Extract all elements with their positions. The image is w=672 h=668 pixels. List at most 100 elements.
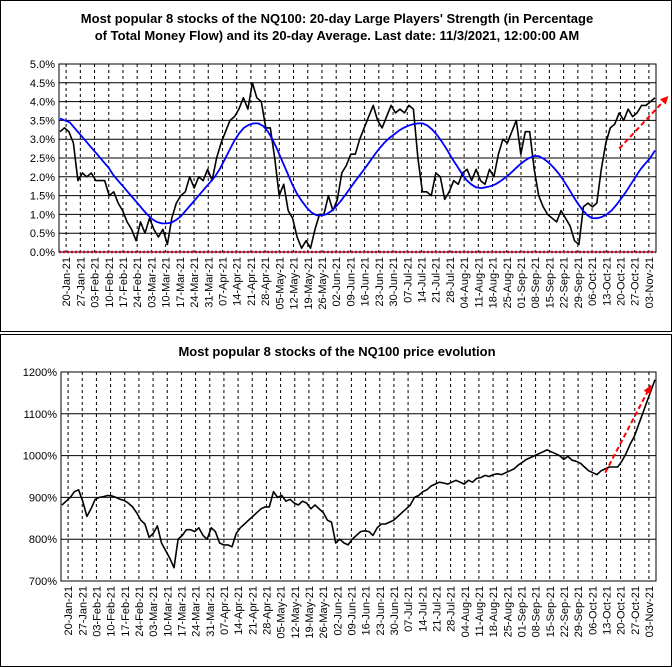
strength-x-tick-label: 09-Jun-21 (345, 257, 357, 307)
strength-x-tick-label: 07-Jul-21 (402, 257, 414, 303)
strength-x-tick-label: 07-Apr-21 (217, 257, 229, 306)
strength-y-tick-label: 4.0% (30, 97, 55, 109)
strength-x-tick-label: 15-Sep-21 (544, 257, 556, 308)
price-x-tick-label: 24-Feb-21 (134, 586, 146, 637)
price-x-tick-label: 11-Aug-21 (474, 586, 486, 637)
price-x-tick-label: 03-Feb-21 (91, 586, 103, 637)
strength-x-tick-label: 18-Aug-21 (488, 257, 500, 308)
strength-chart: 0.0% 0.5% 1.0% 1.5% 2.0% 2.5% 3.0% 3.5% 4.0% 4.5%… (30, 59, 670, 310)
price-x-tick-label: 26-May-21 (318, 586, 330, 639)
price-y-tick-label: 900% (29, 492, 57, 504)
strength-x-tick-label: 12-May-21 (289, 257, 301, 310)
strength-x-tick-label: 20-Jan-21 (61, 257, 73, 307)
price-x-tick-label: 27-Jan-21 (77, 586, 89, 636)
price-x-tick-label: 20-Jan-21 (63, 586, 75, 636)
strength-x-tick-label: 06-Oct-21 (587, 257, 599, 306)
price-x-tick-label: 17-Mar-21 (176, 586, 188, 637)
price-x-tick-label: 01-Sep-21 (516, 586, 528, 637)
price-x-tick-label: 18-Aug-21 (488, 586, 500, 637)
strength-chart-panel: Most popular 8 stocks of the NQ100: 20-d… (0, 0, 672, 332)
strength-x-tick-label: 20-Oct-21 (615, 257, 627, 306)
strength-x-tick-label: 03-Feb-21 (90, 257, 102, 308)
strength-x-tick-label: 23-Jun-21 (374, 257, 386, 307)
price-x-tick-label: 04-Aug-21 (460, 586, 472, 637)
strength-y-tick-label: 1.5% (30, 191, 55, 203)
price-chart: 700% 800% 900% 1000% 1100% 1200% 20-Jan-21 27-J… (23, 367, 657, 639)
strength-chart-title-line2: of Total Money Flow) and its 20-day Aver… (94, 28, 580, 43)
price-x-tick-label: 03-Nov-21 (644, 586, 656, 637)
price-x-tick-label: 07-Jul-21 (403, 586, 415, 632)
strength-x-tick-label: 27-Jan-21 (75, 257, 87, 307)
strength-trend-arrowhead (660, 96, 669, 105)
price-x-tick-label: 22-Sep-21 (559, 586, 571, 637)
price-y-tick-label: 1100% (24, 409, 58, 421)
strength-x-tick-label: 14-Jul-21 (416, 257, 428, 303)
strength-y-tick-label: 2.5% (30, 153, 55, 165)
strength-x-tick-label: 27-Oct-21 (630, 257, 642, 306)
price-x-tick-label: 05-May-21 (276, 586, 288, 639)
price-x-tick-label: 09-Jun-21 (346, 586, 358, 636)
price-x-tick-label: 27-Oct-21 (630, 586, 642, 635)
price-x-tick-label: 17-Feb-21 (120, 586, 132, 637)
price-x-tick-label: 12-May-21 (290, 586, 302, 639)
strength-x-tick-label: 10-Feb-21 (104, 257, 116, 308)
price-chart-panel: Most popular 8 stocks of the NQ100 price… (0, 334, 672, 667)
strength-x-tick-label: 03-Mar-21 (146, 257, 158, 308)
strength-x-tick-label: 01-Sep-21 (516, 257, 528, 308)
strength-x-tick-label: 14-Apr-21 (232, 257, 244, 306)
price-x-tick-label: 03-Mar-21 (148, 586, 160, 637)
price-y-tick-label: 800% (29, 534, 57, 546)
strength-x-tick-label: 11-Aug-21 (473, 257, 485, 308)
price-x-tick-label: 14-Jul-21 (417, 586, 429, 632)
strength-x-tick-label: 28-Jul-21 (445, 257, 457, 303)
strength-y-tick-label: 1.0% (30, 209, 55, 221)
strength-y-tick-label: 2.0% (30, 172, 55, 184)
price-x-tick-label: 07-Apr-21 (219, 586, 231, 635)
price-x-tick-label: 02-Jun-21 (332, 586, 344, 636)
strength-x-tick-label: 21-Apr-21 (246, 257, 258, 306)
strength-x-tick-label: 30-Jun-21 (388, 257, 400, 307)
price-x-tick-label: 08-Sep-21 (531, 586, 543, 637)
price-x-tick-label: 28-Apr-21 (261, 586, 273, 635)
price-x-tick-label: 15-Sep-21 (545, 586, 557, 637)
price-x-tick-label: 21-Apr-21 (247, 586, 259, 635)
strength-x-tick-label: 24-Feb-21 (132, 257, 144, 308)
price-trend-arrowhead (643, 385, 651, 395)
strength-x-tick-label: 31-Mar-21 (203, 257, 215, 308)
strength-series-line-2 (59, 117, 656, 225)
price-x-tick-label: 10-Mar-21 (162, 586, 174, 637)
price-x-tick-label: 19-May-21 (304, 586, 316, 639)
price-trend-arrow (604, 384, 652, 474)
price-y-tick-label: 1200% (23, 367, 57, 379)
strength-y-tick-label: 3.0% (30, 134, 55, 146)
price-x-tick-label: 06-Oct-21 (587, 586, 599, 635)
strength-x-tick-label: 17-Mar-21 (175, 257, 187, 308)
strength-y-tick-label: 0.5% (30, 228, 55, 240)
price-x-tick-label: 28-Jul-21 (446, 586, 458, 632)
price-series-line-1 (61, 379, 656, 569)
price-x-tick-label: 31-Mar-21 (205, 586, 217, 637)
strength-plot-frame (58, 63, 657, 253)
strength-x-tick-label: 08-Sep-21 (530, 257, 542, 308)
strength-x-tick-label: 24-Mar-21 (189, 257, 201, 308)
price-x-tick-label: 16-Jun-21 (361, 586, 373, 636)
strength-x-tick-label: 28-Apr-21 (260, 257, 272, 306)
strength-x-tick-label: 19-May-21 (303, 257, 315, 310)
strength-x-tick-label: 05-May-21 (274, 257, 286, 310)
price-x-tick-label: 13-Oct-21 (601, 586, 613, 635)
price-x-tick-label: 29-Sep-21 (573, 586, 585, 637)
strength-x-tick-label: 02-Jun-21 (331, 257, 343, 307)
price-y-tick-label: 1000% (23, 451, 57, 463)
price-plot-area (61, 372, 656, 581)
price-x-tick-label: 23-Jun-21 (375, 586, 387, 636)
strength-x-tick-label: 29-Sep-21 (573, 257, 585, 308)
strength-x-tick-label: 17-Feb-21 (118, 257, 130, 308)
price-chart-title: Most popular 8 stocks of the NQ100 price… (178, 344, 496, 359)
strength-y-tick-label: 5.0% (30, 59, 55, 71)
strength-y-tick-label: 3.5% (30, 115, 55, 127)
strength-trend-arrow (618, 95, 670, 150)
strength-y-tick-label: 4.5% (30, 78, 55, 90)
strength-x-tick-label: 22-Sep-21 (559, 257, 571, 308)
strength-x-tick-label: 16-Jun-21 (360, 257, 372, 307)
strength-x-tick-label: 25-Aug-21 (502, 257, 514, 308)
